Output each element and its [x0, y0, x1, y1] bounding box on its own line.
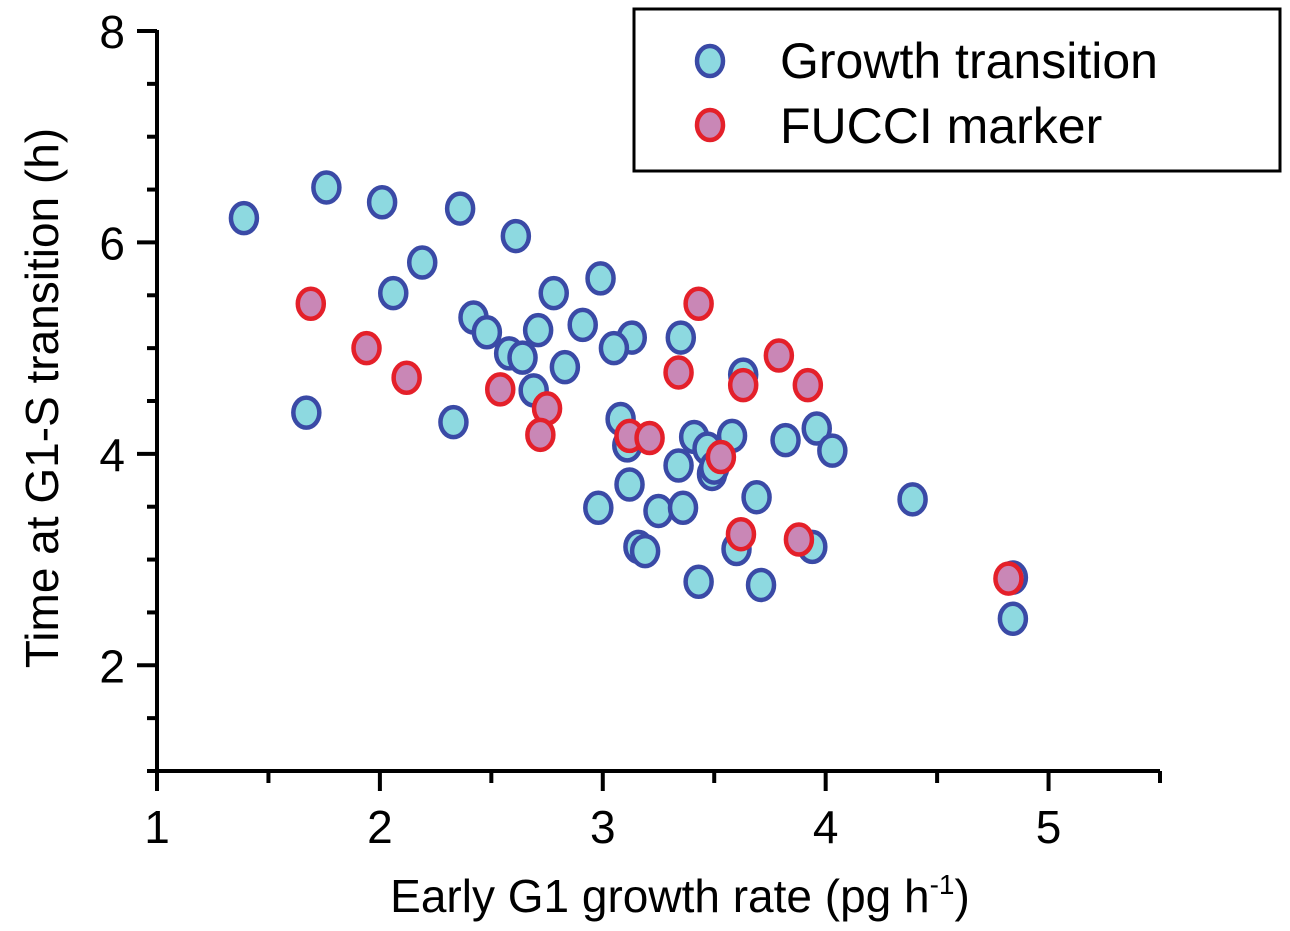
data-point-fucci-marker	[792, 367, 824, 403]
data-point-growth-transition	[549, 349, 581, 385]
data-point-growth-transition	[500, 218, 532, 254]
data-point-fucci-marker	[525, 417, 556, 453]
data-point-growth-transition	[366, 185, 398, 220]
data-point-growth-transition	[817, 433, 848, 468]
x-axis-label-suffix: )	[955, 870, 970, 922]
data-point-growth-transition	[438, 404, 469, 440]
data-point-growth-transition	[598, 330, 630, 366]
x-tick-label: 1	[144, 801, 170, 853]
data-point-growth-transition	[801, 411, 833, 446]
data-point-fucci-marker	[663, 355, 694, 390]
legend: Growth transition FUCCI marker	[632, 7, 1282, 173]
legend-box	[632, 7, 1282, 173]
data-point-growth-transition	[567, 307, 598, 343]
y-tick-label: 2	[99, 640, 125, 692]
x-tick-label: 2	[367, 801, 393, 853]
x-tick-label: 4	[813, 801, 839, 853]
y-axis-label: Time at G1-S transition (h)	[16, 128, 68, 668]
y-tick-label: 8	[99, 6, 125, 58]
x-tick-label: 5	[1036, 801, 1062, 853]
data-point-growth-transition	[471, 315, 503, 350]
data-point-fucci-marker	[725, 516, 757, 552]
x-axis-label: Early G1 growth rate (pg h-1)	[390, 869, 970, 922]
y-tick-label: 4	[99, 429, 125, 481]
data-point-growth-transition	[629, 533, 661, 569]
data-point-fucci-marker	[295, 286, 327, 321]
data-point-growth-transition	[897, 482, 928, 517]
legend-label-fucci-marker: FUCCI marker	[780, 98, 1102, 154]
legend-marker-fucci-marker	[694, 107, 726, 143]
data-point-growth-transition	[745, 567, 777, 603]
y-tick-label: 6	[99, 217, 125, 269]
data-point-growth-transition	[614, 467, 645, 502]
data-point-growth-transition	[770, 422, 801, 458]
data-point-growth-transition	[997, 601, 1029, 637]
data-point-growth-transition	[741, 479, 772, 515]
data-point-growth-transition	[311, 170, 342, 205]
data-point-growth-transition	[406, 245, 438, 280]
data-point-growth-transition	[663, 448, 694, 483]
legend-label-growth-transition: Growth transition	[780, 33, 1158, 89]
x-tick-label: 3	[590, 801, 616, 853]
data-point-growth-transition	[665, 320, 697, 355]
data-point-growth-transition	[291, 395, 322, 430]
data-point-fucci-marker	[705, 439, 737, 475]
x-axis-label-superscript: -1	[930, 869, 955, 900]
axes: 1 2 3 4 5 2 4 6 8	[99, 6, 1162, 853]
data-point-fucci-marker	[683, 286, 714, 321]
data-point-fucci-marker	[783, 522, 815, 557]
data-point-growth-transition	[583, 490, 614, 526]
data-points	[228, 170, 1029, 637]
data-point-fucci-marker	[634, 420, 665, 456]
data-point-growth-transition	[585, 261, 616, 296]
data-point-fucci-marker	[993, 561, 1024, 596]
data-point-growth-transition	[507, 340, 538, 375]
data-point-growth-transition	[522, 312, 554, 348]
data-point-growth-transition	[228, 200, 260, 236]
data-point-growth-transition	[667, 490, 699, 526]
legend-marker-growth-transition	[694, 43, 726, 79]
x-axis-label-main: Early G1 growth rate (pg h	[390, 870, 929, 922]
data-point-growth-transition	[378, 275, 409, 311]
data-point-fucci-marker	[727, 367, 759, 403]
data-point-fucci-marker	[351, 330, 382, 366]
data-point-growth-transition	[538, 275, 569, 311]
data-point-fucci-marker	[484, 372, 516, 407]
data-point-fucci-marker	[763, 338, 795, 373]
data-point-growth-transition	[643, 493, 674, 529]
data-point-fucci-marker	[391, 360, 422, 395]
data-point-growth-transition	[683, 564, 714, 600]
data-point-growth-transition	[444, 191, 476, 226]
